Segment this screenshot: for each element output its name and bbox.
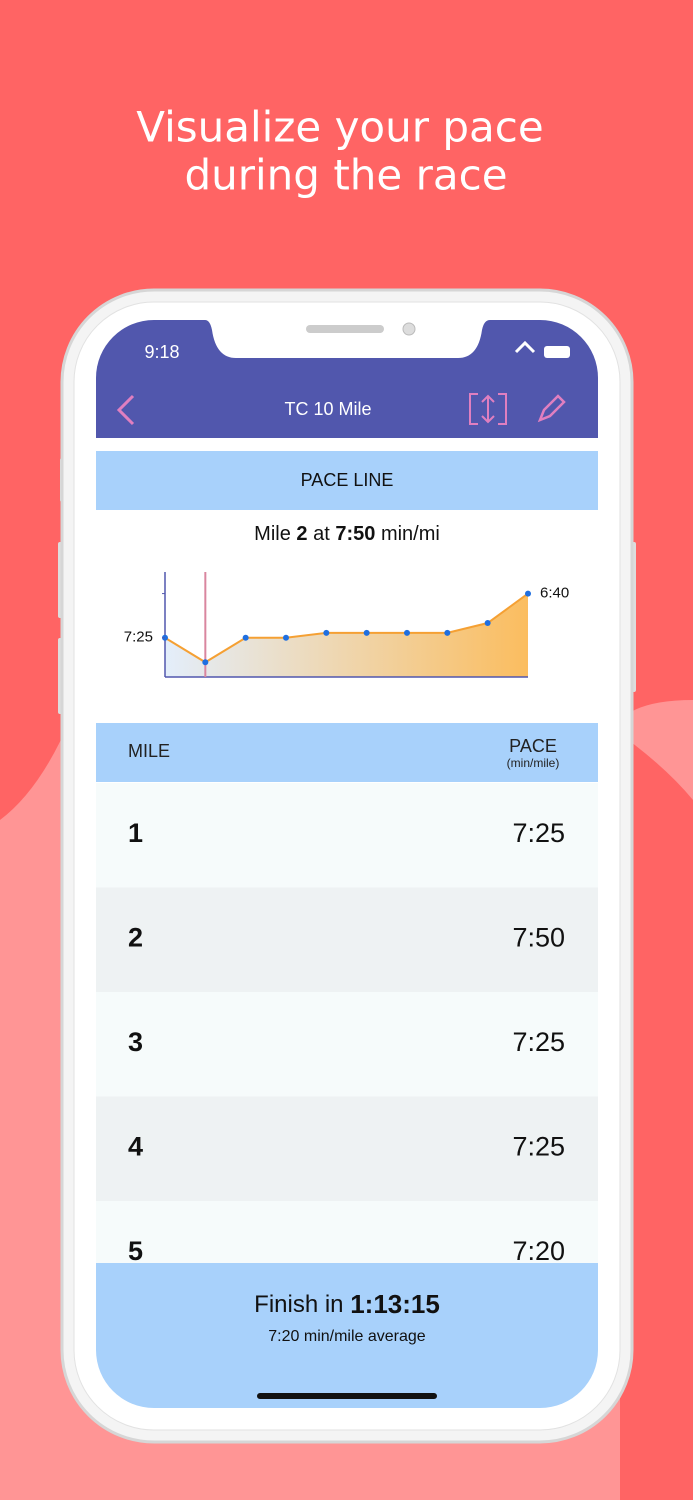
speaker	[306, 325, 384, 333]
nav-title: TC 10 Mile	[284, 399, 371, 419]
table-row	[96, 1096, 598, 1201]
pace-point	[484, 620, 491, 627]
summary-pace: 7:50	[335, 523, 375, 545]
pace-point	[404, 629, 410, 636]
y-tick-label: 6:40	[540, 585, 569, 602]
battery-icon	[544, 346, 570, 358]
home-indicator	[257, 1393, 437, 1399]
summary-at: at	[313, 523, 330, 545]
header-unit: (min/mile)	[507, 756, 560, 770]
pace-point	[444, 629, 451, 636]
pace-point	[202, 659, 209, 666]
expand-button[interactable]	[469, 393, 507, 425]
mile-cell: 3	[128, 1027, 143, 1057]
y-tick-label: 7:25	[124, 629, 153, 646]
pace-cell: 7:25	[512, 1132, 565, 1162]
status-time: 9:18	[144, 342, 179, 362]
edit-button[interactable]	[537, 394, 566, 423]
pace-cell: 7:25	[512, 1027, 565, 1057]
table-row	[96, 783, 598, 888]
headline: during the race	[184, 151, 507, 200]
wifi-icon	[514, 340, 536, 354]
table-row	[96, 887, 598, 992]
pace-line	[164, 592, 529, 664]
pace-point	[323, 629, 330, 636]
footer	[96, 1263, 598, 1408]
notch	[205, 320, 490, 358]
mile-cell: 4	[128, 1132, 143, 1162]
headline: Visualize your pace	[136, 103, 543, 152]
summary-unit: min/mi	[381, 523, 440, 545]
header-pace: PACE	[509, 736, 557, 756]
pace-point	[283, 634, 289, 641]
summary: Mile 2 at 7:50 min/mi	[254, 523, 440, 545]
pace-cell: 7:50	[512, 923, 565, 953]
mile-cell: 1	[128, 818, 143, 848]
table-row	[96, 992, 598, 1097]
summary-label: Mile	[254, 523, 291, 545]
back-button[interactable]	[116, 394, 135, 426]
section-title: PACE LINE	[301, 470, 394, 490]
average: 7:20 min/mile average	[268, 1328, 426, 1345]
pace-point	[242, 634, 249, 641]
finish-label: Finish in	[254, 1291, 343, 1318]
header-mile: MILE	[128, 741, 170, 761]
pace-point	[363, 629, 370, 636]
pace-cell: 7:25	[512, 818, 565, 848]
pace-point	[525, 590, 531, 597]
finish-time: 1:13:15	[350, 1289, 440, 1319]
summary-mile: 2	[296, 523, 307, 545]
section-header	[96, 451, 598, 510]
finish: Finish in 1:13:15	[254, 1289, 440, 1319]
camera	[402, 322, 416, 336]
table-header	[96, 723, 598, 782]
pace-cell: 7:20	[512, 1236, 565, 1266]
mile-cell: 2	[128, 923, 143, 953]
area-fill	[165, 593, 528, 677]
pace-chart: 7:25 6:40	[124, 572, 569, 678]
mile-cell: 5	[128, 1236, 143, 1266]
table-body: 1 7:25 2 7:50 3 7:25 4 7:25 5 7:20	[96, 783, 598, 1306]
